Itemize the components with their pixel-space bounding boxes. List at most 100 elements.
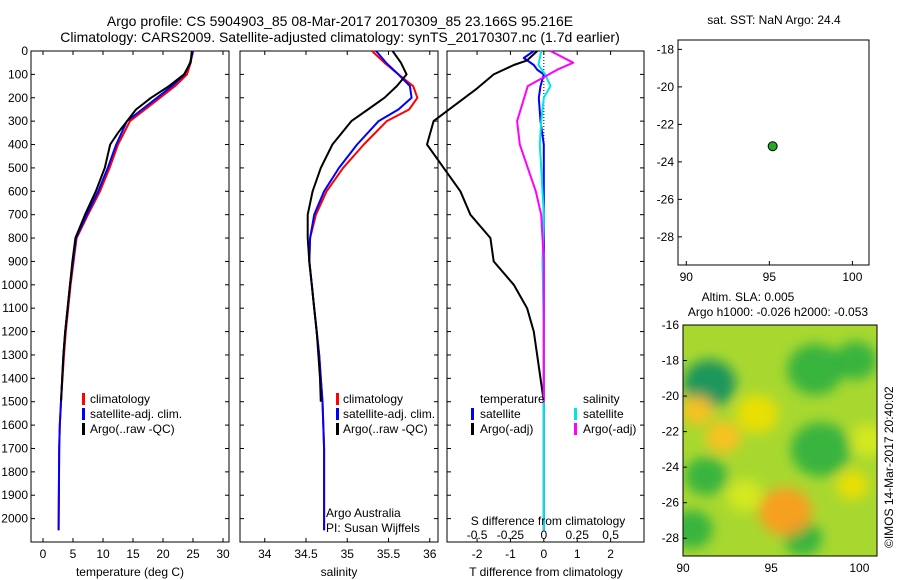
s-difference-tick-label: 0.25	[566, 528, 590, 542]
sla-y-tick-label: -22	[662, 425, 680, 439]
legend-label-s-satellite: satellite	[583, 407, 624, 421]
x-tick-label: 15	[126, 547, 140, 561]
depth-tick-label: 1500	[1, 395, 28, 409]
legend-label-s-argo: Argo(-adj)	[583, 422, 636, 436]
depth-tick-label: 700	[8, 208, 28, 222]
sla-anomaly-blob	[683, 510, 713, 549]
legend-swatch-s-satellite	[574, 408, 577, 420]
legend-label-t-argo: Argo(-adj)	[480, 422, 533, 436]
x-tick-label: 5	[70, 547, 77, 561]
salinity-legend: climatology satellite-adj. clim. Argo(..…	[336, 392, 435, 436]
difference-panel-frame	[446, 50, 645, 543]
depth-tick-label: 1000	[1, 278, 28, 292]
legend-swatch-satellite-adj	[82, 408, 85, 420]
series-line-4	[516, 50, 575, 402]
x-tick-label: 34	[258, 547, 272, 561]
legend-label-satellite-adj: satellite-adj. clim.	[343, 407, 435, 421]
legend-swatch-climatology	[336, 393, 339, 405]
difference-legend: temperature satellite Argo(-adj) salinit…	[471, 392, 636, 436]
depth-tick-label: 1400	[1, 371, 28, 385]
figure-title-line2: Climatology: CARS2009. Satellite-adjuste…	[60, 29, 620, 45]
x-tick-label: 36	[423, 547, 437, 561]
t-difference-xlabel: T difference from climatology	[469, 565, 623, 579]
side-stamp: ©IMOS 14-Mar-2017 20:40:02	[882, 386, 896, 548]
temperature-chart: 0100200300400500600700800900100011001200…	[1, 44, 230, 561]
depth-tick-label: 1300	[1, 348, 28, 362]
sla-frame	[682, 324, 878, 557]
salinity-panel-frame	[239, 50, 439, 543]
map-x-tick-label: 95	[763, 270, 777, 284]
sla-x-tick-label: 90	[676, 561, 690, 575]
depth-tick-label: 400	[8, 138, 28, 152]
sla-anomaly-blob	[683, 395, 713, 425]
float-location-marker	[767, 141, 778, 152]
s-difference-tick-label: 0.5	[602, 528, 619, 542]
sla-heatmap-chart: 90 95 100 -16 -18 -20 -22 -24 -26 -28	[662, 318, 878, 575]
depth-tick-label: 1600	[1, 418, 28, 432]
series-line-3	[60, 50, 193, 402]
sla-blobs	[683, 341, 877, 556]
x-tick-label: 30	[216, 547, 230, 561]
legend-swatch-satellite-adj	[336, 408, 339, 420]
depth-tick-label: 900	[8, 254, 28, 268]
legend-title-salinity: salinity	[583, 392, 620, 406]
legend-swatch-argo	[336, 423, 339, 435]
depth-tick-label: 100	[8, 67, 28, 81]
salinity-xlabel: salinity	[321, 565, 358, 579]
legend-label-climatology: climatology	[90, 392, 150, 406]
x-tick-label: 1	[574, 547, 581, 561]
legend-swatch-climatology	[82, 393, 85, 405]
s-difference-tick-label: 0	[540, 528, 547, 542]
x-tick-label: 0	[540, 547, 547, 561]
sla-y-tick-label: -28	[662, 531, 680, 545]
s-difference-tick-label: -0.5	[467, 528, 488, 542]
map-title: sat. SST: NaN Argo: 24.4	[707, 13, 841, 27]
sla-title-line1: Altim. SLA: 0.005	[702, 290, 795, 304]
sla-anomaly-blob	[850, 424, 877, 457]
depth-tick-label: 1700	[1, 441, 28, 455]
sla-title-line2: Argo h1000: -0.026 h2000: -0.053	[688, 305, 868, 319]
legend-swatch-t-satellite	[471, 408, 474, 420]
temperature-legend: climatology satellite-adj. clim. Argo(..…	[82, 392, 182, 436]
series-line-1	[308, 50, 419, 531]
sla-anomaly-blob	[705, 420, 742, 453]
x-tick-label: 0	[40, 547, 47, 561]
sla-anomaly-blob	[684, 456, 728, 496]
map-y-tick-label: -26	[657, 192, 675, 206]
depth-tick-label: 2000	[1, 512, 28, 526]
location-map-frame	[677, 39, 870, 266]
sla-y-tick-label: -26	[662, 496, 680, 510]
legend-title-temperature: temperature	[480, 392, 545, 406]
map-x-tick-label: 90	[680, 270, 694, 284]
sla-anomaly-blob	[683, 359, 736, 408]
temperature-xlabel: temperature (deg C)	[76, 565, 184, 579]
x-tick-label: 2	[607, 547, 614, 561]
x-tick-label: 35	[341, 547, 355, 561]
series-line-3	[306, 50, 408, 402]
sla-y-tick-label: -18	[662, 354, 680, 368]
sla-anomaly-blob	[790, 422, 851, 477]
map-y-tick-label: -22	[657, 117, 675, 131]
legend-swatch-t-argo	[471, 423, 474, 435]
figure-title-line1: Argo profile: CS 5904903_85 08-Mar-2017 …	[107, 13, 573, 29]
legend-label-t-satellite: satellite	[480, 407, 521, 421]
depth-tick-label: 800	[8, 231, 28, 245]
sla-y-tick-label: -20	[662, 389, 680, 403]
depth-tick-label: 300	[8, 114, 28, 128]
depth-tick-label: 200	[8, 91, 28, 105]
map-y-tick-label: -28	[657, 230, 675, 244]
s-difference-tick-label: -0.25	[497, 528, 525, 542]
legend-label-argo: Argo(..raw -QC)	[90, 422, 175, 436]
depth-tick-label: 1800	[1, 465, 28, 479]
salinity-chart: 34 34.5 35 35.5 36	[240, 50, 438, 561]
sla-anomaly-blob	[758, 487, 812, 536]
x-tick-label: 34.5	[294, 547, 318, 561]
map-y-tick-label: -18	[657, 42, 675, 56]
depth-tick-label: 600	[8, 184, 28, 198]
sla-anomaly-blob	[727, 479, 763, 512]
legend-label-climatology: climatology	[343, 392, 403, 406]
x-tick-label: -1	[505, 547, 516, 561]
sla-y-tick-label: -24	[662, 460, 680, 474]
pi-label: PI: Susan Wijffels	[326, 521, 420, 535]
